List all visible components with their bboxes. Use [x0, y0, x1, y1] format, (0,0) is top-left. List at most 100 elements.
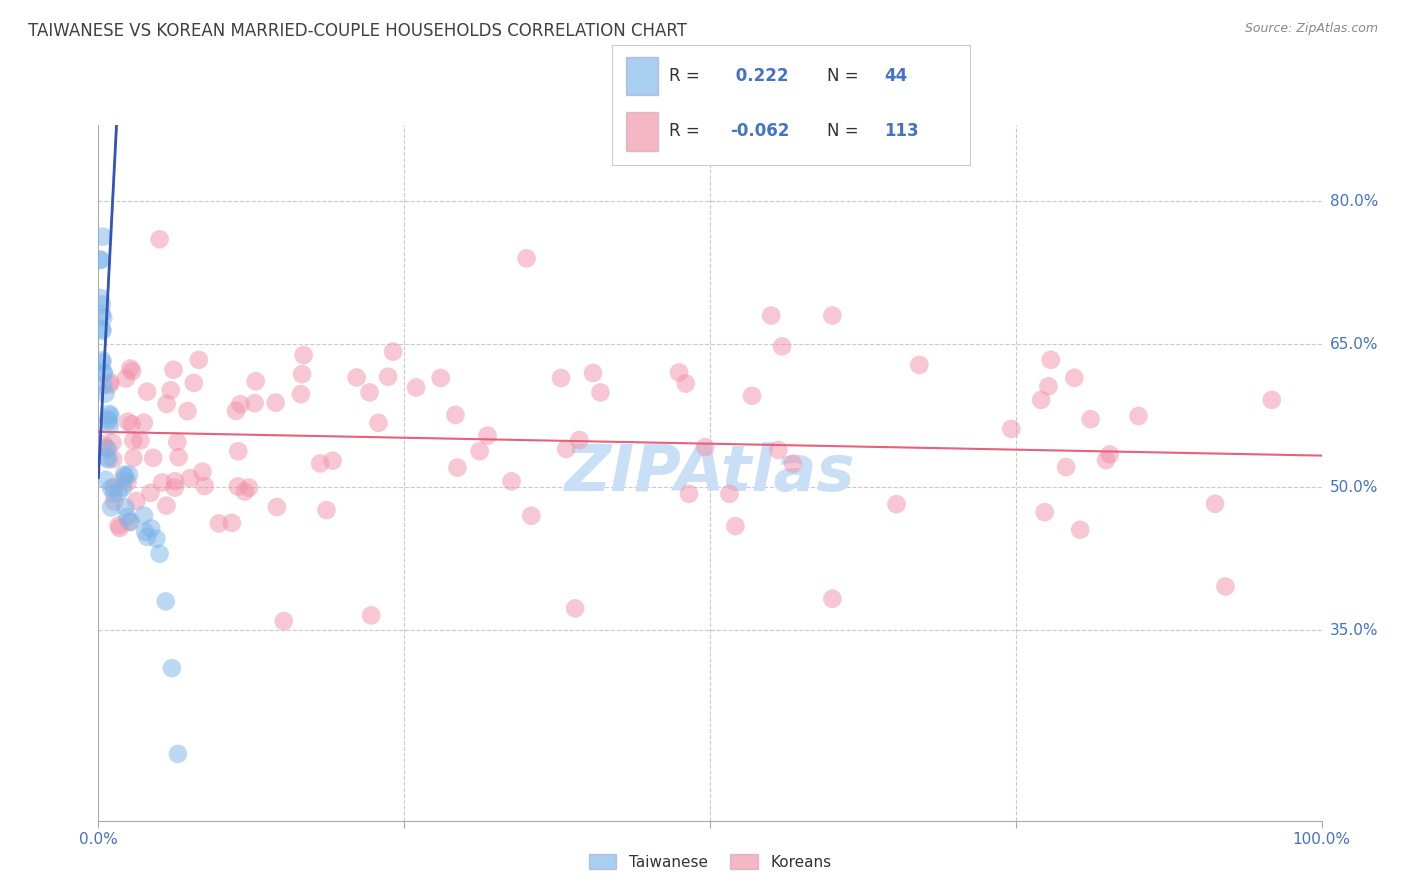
Point — [695, 440, 717, 454]
Point — [187, 352, 209, 367]
Point — [103, 452, 125, 467]
Point — [377, 369, 399, 384]
Point — [568, 433, 591, 447]
Point — [322, 454, 344, 468]
Point — [97, 414, 120, 428]
Point — [446, 460, 468, 475]
Point — [550, 371, 572, 385]
Point — [155, 499, 177, 513]
Point — [429, 371, 451, 385]
Point — [122, 450, 145, 465]
Text: N =: N = — [827, 122, 863, 140]
Point — [208, 516, 231, 531]
Point — [163, 481, 186, 495]
Text: 0.222: 0.222 — [730, 67, 789, 85]
Point — [120, 361, 142, 376]
Point — [97, 452, 120, 467]
Point — [155, 594, 177, 608]
Point — [724, 519, 747, 533]
Point — [1033, 505, 1056, 519]
Point — [564, 601, 586, 615]
Point — [94, 386, 117, 401]
Bar — [626, 57, 658, 95]
Point — [97, 442, 120, 456]
Point — [589, 385, 612, 400]
Point — [115, 510, 138, 524]
Point — [90, 307, 112, 321]
Point — [163, 475, 186, 489]
Point — [382, 344, 405, 359]
Point — [100, 376, 122, 390]
Point — [1215, 579, 1237, 593]
Point — [309, 457, 332, 471]
Point — [149, 547, 172, 561]
Point — [1204, 497, 1226, 511]
Point — [501, 475, 523, 489]
Point — [1098, 447, 1121, 461]
Point — [91, 310, 114, 325]
Point — [1080, 412, 1102, 426]
Point — [103, 480, 125, 494]
Point — [191, 465, 214, 479]
Point — [405, 380, 427, 394]
Point — [117, 475, 139, 490]
Point — [194, 479, 217, 493]
Point — [91, 229, 114, 244]
Text: 44: 44 — [884, 67, 907, 85]
Point — [1069, 523, 1091, 537]
Text: ZIPAtlas: ZIPAtlas — [565, 442, 855, 504]
Point — [98, 377, 121, 392]
Point — [139, 485, 162, 500]
Point — [100, 409, 122, 423]
Point — [112, 480, 135, 494]
Text: 50.0%: 50.0% — [1330, 480, 1378, 494]
Point — [150, 475, 173, 490]
Point — [108, 521, 131, 535]
Point — [292, 348, 315, 362]
Point — [1000, 422, 1022, 436]
Point — [98, 407, 121, 421]
Point — [768, 442, 790, 457]
Bar — [626, 112, 658, 151]
Point — [162, 362, 184, 376]
Point — [1128, 409, 1150, 423]
Point — [226, 479, 249, 493]
Point — [118, 515, 141, 529]
Point — [136, 530, 159, 544]
Point — [226, 444, 249, 458]
Point — [233, 484, 256, 499]
Point — [291, 367, 314, 381]
Text: R =: R = — [669, 67, 704, 85]
Point — [1038, 379, 1060, 393]
Point — [243, 396, 266, 410]
Point — [159, 383, 181, 397]
Point — [112, 467, 135, 482]
Text: -0.062: -0.062 — [730, 122, 789, 140]
Point — [515, 252, 537, 266]
Point — [1039, 352, 1062, 367]
Point — [718, 487, 741, 501]
Point — [770, 339, 793, 353]
Point — [360, 608, 382, 623]
Point — [132, 416, 155, 430]
Point — [315, 503, 337, 517]
Point — [141, 521, 163, 535]
Point — [145, 532, 167, 546]
Point — [103, 486, 125, 500]
Point — [122, 434, 145, 448]
Point — [100, 500, 122, 515]
Point — [167, 450, 190, 465]
Point — [114, 500, 136, 515]
Point — [468, 444, 491, 458]
Point — [136, 384, 159, 399]
Point — [166, 434, 188, 449]
Point — [1261, 392, 1284, 407]
Point — [115, 371, 138, 385]
Point — [97, 412, 120, 426]
Point — [367, 416, 389, 430]
Point — [555, 442, 578, 456]
Point — [100, 481, 122, 495]
Point — [761, 309, 783, 323]
Point — [91, 355, 114, 369]
Point — [477, 428, 499, 442]
